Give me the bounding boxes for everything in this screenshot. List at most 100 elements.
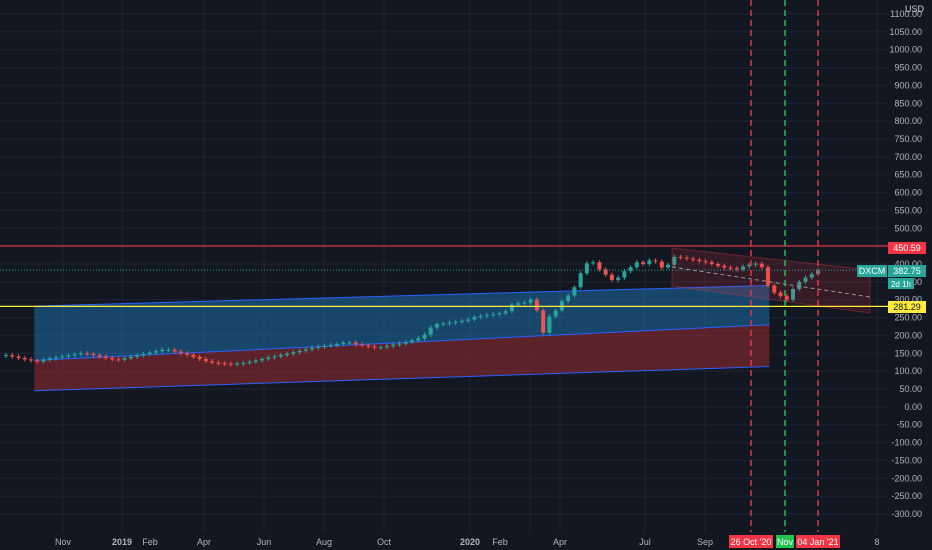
candle-body[interactable] (316, 346, 321, 348)
candle-body[interactable] (784, 296, 789, 300)
candle-body[interactable] (366, 345, 371, 347)
candle-body[interactable] (297, 350, 302, 353)
candle-body[interactable] (522, 302, 527, 304)
candle-body[interactable] (459, 320, 464, 322)
candle-body[interactable] (691, 258, 696, 260)
candle-body[interactable] (553, 310, 558, 317)
candle-body[interactable] (716, 264, 721, 266)
price-candles[interactable] (4, 254, 820, 367)
candle-body[interactable] (66, 355, 71, 357)
candle-body[interactable] (659, 261, 664, 268)
candle-body[interactable] (360, 344, 365, 346)
candle-body[interactable] (353, 342, 358, 345)
candle-body[interactable] (578, 273, 583, 288)
candle-body[interactable] (566, 295, 571, 302)
candle-body[interactable] (253, 360, 258, 362)
candle-body[interactable] (241, 362, 246, 364)
candle-body[interactable] (91, 354, 96, 356)
candle-body[interactable] (672, 256, 677, 265)
candle-body[interactable] (497, 313, 502, 315)
candle-body[interactable] (135, 355, 140, 357)
candle-body[interactable] (47, 358, 52, 360)
candle-body[interactable] (722, 265, 727, 268)
candle-body[interactable] (591, 262, 596, 264)
candle-body[interactable] (410, 340, 414, 343)
candle-body[interactable] (559, 301, 564, 311)
candle-body[interactable] (16, 356, 21, 358)
candle-body[interactable] (197, 356, 202, 359)
candle-body[interactable] (10, 355, 15, 357)
candle-body[interactable] (53, 357, 58, 359)
candle-body[interactable] (372, 346, 377, 348)
candle-body[interactable] (447, 322, 452, 324)
candle-body[interactable] (35, 360, 40, 362)
candle-body[interactable] (503, 311, 508, 314)
candle-body[interactable] (4, 355, 8, 357)
time-axis[interactable]: Nov 2019 Feb Apr Jun Aug Oct 2020 Feb Apr Jul Sep 8 2… (0, 532, 932, 550)
candle-body[interactable] (347, 342, 352, 344)
candle-body[interactable] (335, 344, 340, 346)
candle-body[interactable] (747, 264, 752, 267)
candle-body[interactable] (153, 351, 158, 353)
candle-body[interactable] (584, 263, 589, 274)
candle-body[interactable] (572, 287, 577, 296)
candle-body[interactable] (260, 359, 265, 361)
candle-body[interactable] (797, 281, 802, 289)
candle-body[interactable] (85, 353, 90, 355)
candle-body[interactable] (772, 285, 777, 293)
candle-body[interactable] (478, 316, 483, 318)
candle-body[interactable] (428, 327, 433, 335)
candle-body[interactable] (791, 289, 796, 300)
candle-body[interactable] (97, 355, 102, 357)
candle-body[interactable] (528, 299, 533, 303)
candle-body[interactable] (759, 263, 764, 268)
candle-body[interactable] (310, 347, 315, 350)
candle-body[interactable] (247, 361, 252, 363)
candle-body[interactable] (703, 261, 708, 263)
candle-body[interactable] (322, 345, 327, 347)
candle-body[interactable] (385, 346, 390, 348)
candle-body[interactable] (653, 260, 658, 262)
candle-body[interactable] (709, 262, 714, 264)
candle-body[interactable] (734, 268, 739, 270)
candle-body[interactable] (378, 347, 383, 349)
candle-body[interactable] (41, 359, 46, 362)
candle-body[interactable] (778, 292, 783, 297)
candle-body[interactable] (191, 354, 196, 357)
candle-body[interactable] (678, 256, 683, 258)
candle-body[interactable] (303, 349, 308, 351)
candle-body[interactable] (166, 349, 171, 351)
candle-body[interactable] (491, 314, 496, 316)
candle-body[interactable] (509, 304, 514, 312)
candle-body[interactable] (803, 277, 808, 282)
candle-body[interactable] (741, 266, 746, 270)
candle-body[interactable] (222, 363, 227, 365)
candle-body[interactable] (647, 260, 652, 264)
candle-body[interactable] (203, 359, 208, 362)
candle-body[interactable] (622, 271, 627, 278)
candle-body[interactable] (60, 356, 65, 358)
candle-body[interactable] (160, 349, 165, 352)
candle-body[interactable] (403, 342, 408, 344)
candle-body[interactable] (603, 269, 608, 275)
candle-body[interactable] (434, 324, 439, 328)
candle-body[interactable] (291, 352, 296, 354)
candle-body[interactable] (178, 351, 183, 354)
candle-body[interactable] (534, 299, 539, 311)
candle-body[interactable] (272, 356, 277, 358)
candle-body[interactable] (684, 257, 689, 259)
candle-body[interactable] (547, 316, 552, 333)
candle-body[interactable] (753, 263, 758, 265)
candle-body[interactable] (453, 321, 458, 323)
candle-body[interactable] (541, 310, 546, 333)
candle-body[interactable] (472, 317, 477, 320)
candle-body[interactable] (22, 357, 27, 360)
horizontal-levels[interactable] (0, 245, 888, 307)
candle-body[interactable] (78, 353, 83, 355)
candle-body[interactable] (172, 349, 177, 352)
date-marker-lines[interactable] (750, 0, 819, 532)
candle-body[interactable] (147, 352, 152, 354)
candle-body[interactable] (185, 353, 190, 355)
candle-body[interactable] (28, 359, 33, 361)
candle-body[interactable] (103, 356, 108, 358)
